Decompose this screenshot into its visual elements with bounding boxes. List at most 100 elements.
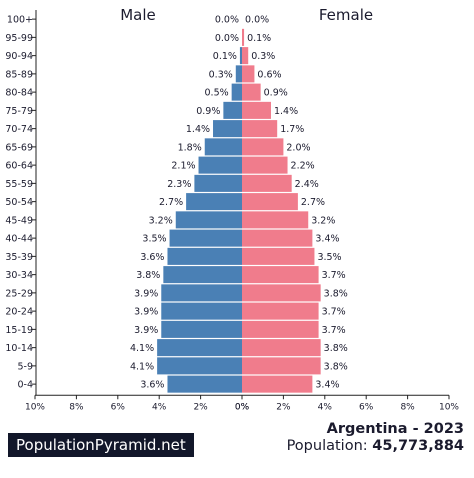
bar-female-85-89 <box>242 65 255 83</box>
x-tick-label-right-2pct: 2% <box>276 402 291 412</box>
bar-female-65-69 <box>242 138 284 156</box>
age-label-95-99: 95-99 <box>5 33 33 44</box>
bar-male-25-29 <box>161 284 242 302</box>
label-male-60-64: 2.1% <box>171 161 195 172</box>
label-male-25-29: 3.9% <box>134 288 158 299</box>
label-female-65-69: 2.0% <box>286 142 310 153</box>
label-female-30-34: 3.7% <box>322 270 346 281</box>
label-female-20-24: 3.7% <box>322 307 346 318</box>
label-female-25-29: 3.8% <box>324 288 348 299</box>
bar-female-35-39 <box>242 247 315 265</box>
label-female-45-49: 3.2% <box>311 215 335 226</box>
bar-male-60-64 <box>198 156 242 174</box>
bar-female-70-74 <box>242 120 278 138</box>
label-male-70-74: 1.4% <box>186 124 210 135</box>
label-male-40-44: 3.5% <box>142 234 166 245</box>
age-label-0-4: 0-4 <box>17 380 33 391</box>
bar-male-80-84 <box>231 83 242 101</box>
label-male-10-14: 4.1% <box>130 343 154 354</box>
population-value: 45,773,884 <box>372 438 464 454</box>
label-female-55-59: 2.4% <box>295 179 319 190</box>
bar-male-65-69 <box>204 138 242 156</box>
bar-male-20-24 <box>161 302 242 320</box>
bar-male-5-9 <box>157 357 242 375</box>
label-male-50-54: 2.7% <box>159 197 183 208</box>
bar-female-10-14 <box>242 339 321 357</box>
label-male-75-79: 0.9% <box>196 106 220 117</box>
label-female-35-39: 3.5% <box>317 252 341 263</box>
label-female-100+: 0.0% <box>245 15 269 26</box>
label-male-15-19: 3.9% <box>134 325 158 336</box>
bar-male-70-74 <box>213 120 242 138</box>
population-pyramid-chart: Male Female 0.0% 0.0% 100+ 0.0% 0.1% 95-99 0.1% 0… <box>5 6 459 412</box>
bar-female-90-94 <box>242 47 249 65</box>
label-female-80-84: 0.9% <box>264 88 288 99</box>
bar-female-95-99 <box>242 28 245 46</box>
label-female-85-89: 0.6% <box>257 69 281 80</box>
bar-female-50-54 <box>242 193 298 211</box>
age-label-90-94: 90-94 <box>5 51 33 62</box>
label-female-10-14: 3.8% <box>324 343 348 354</box>
label-female-75-79: 1.4% <box>274 106 298 117</box>
bar-female-15-19 <box>242 320 319 338</box>
label-female-90-94: 0.3% <box>251 51 275 62</box>
age-label-100+: 100+ <box>7 15 33 26</box>
bar-female-45-49 <box>242 211 309 229</box>
label-male-35-39: 3.6% <box>140 252 164 263</box>
x-tick-label-right-0pct: 0% <box>235 402 250 412</box>
label-male-20-24: 3.9% <box>134 307 158 318</box>
bar-female-0-4 <box>242 375 313 393</box>
x-tick-label-left-0pct: 0% <box>235 402 250 412</box>
label-male-95-99: 0.0% <box>215 33 239 44</box>
x-tick-label-left-10pct: 10% <box>25 402 45 412</box>
age-label-15-19: 15-19 <box>5 325 33 336</box>
age-label-85-89: 85-89 <box>5 69 33 80</box>
label-female-50-54: 2.7% <box>301 197 325 208</box>
age-label-75-79: 75-79 <box>5 106 33 117</box>
label-male-0-4: 3.6% <box>140 380 164 391</box>
bar-female-25-29 <box>242 284 321 302</box>
x-tick-label-right-10pct: 10% <box>439 402 459 412</box>
bar-male-90-94 <box>239 47 242 65</box>
age-label-55-59: 55-59 <box>5 179 33 190</box>
bar-female-80-84 <box>242 83 261 101</box>
age-label-80-84: 80-84 <box>5 88 33 99</box>
age-label-25-29: 25-29 <box>5 288 33 299</box>
label-male-45-49: 3.2% <box>149 215 173 226</box>
age-label-20-24: 20-24 <box>5 307 33 318</box>
age-label-30-34: 30-34 <box>5 270 33 281</box>
label-male-5-9: 4.1% <box>130 361 154 372</box>
age-label-50-54: 50-54 <box>5 197 33 208</box>
label-male-90-94: 0.1% <box>213 51 237 62</box>
population-total: Population: 45,773,884 <box>287 438 464 454</box>
label-female-5-9: 3.8% <box>324 361 348 372</box>
x-tick-label-left-4pct: 4% <box>152 402 167 412</box>
age-label-60-64: 60-64 <box>5 161 33 172</box>
age-label-45-49: 45-49 <box>5 215 33 226</box>
bar-male-10-14 <box>157 339 242 357</box>
bar-female-75-79 <box>242 101 271 119</box>
brand-logo[interactable]: PopulationPyramid.net <box>8 433 194 457</box>
bar-male-40-44 <box>169 229 242 247</box>
bar-male-35-39 <box>167 247 242 265</box>
age-label-65-69: 65-69 <box>5 142 33 153</box>
male-header: Male <box>120 6 156 24</box>
label-male-55-59: 2.3% <box>167 179 191 190</box>
bar-female-55-59 <box>242 174 292 192</box>
bar-male-0-4 <box>167 375 242 393</box>
population-label: Population: <box>286 438 373 454</box>
label-male-100+: 0.0% <box>215 15 239 26</box>
bar-male-50-54 <box>186 193 242 211</box>
bar-male-45-49 <box>175 211 242 229</box>
label-female-95-99: 0.1% <box>247 33 271 44</box>
label-male-80-84: 0.5% <box>205 88 229 99</box>
label-male-30-34: 3.8% <box>136 270 160 281</box>
label-female-60-64: 2.2% <box>291 161 315 172</box>
bar-female-20-24 <box>242 302 319 320</box>
bar-male-85-89 <box>235 65 242 83</box>
x-tick-label-right-8pct: 8% <box>400 402 415 412</box>
age-label-5-9: 5-9 <box>17 361 33 372</box>
bar-female-5-9 <box>242 357 321 375</box>
bar-male-30-34 <box>163 266 242 284</box>
bar-male-55-59 <box>194 174 242 192</box>
